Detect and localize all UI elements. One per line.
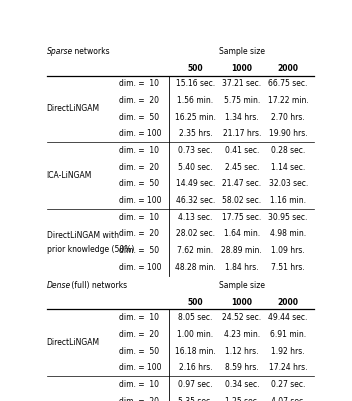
Text: dim. = 100: dim. = 100: [119, 263, 162, 272]
Text: 7.62 min.: 7.62 min.: [177, 246, 213, 255]
Text: 2.16 hrs.: 2.16 hrs.: [178, 363, 212, 372]
Text: 1000: 1000: [231, 64, 252, 73]
Text: 5.75 min.: 5.75 min.: [224, 96, 260, 105]
Text: 0.41 sec.: 0.41 sec.: [225, 146, 259, 155]
Text: 32.03 sec.: 32.03 sec.: [269, 180, 308, 188]
Text: 1.84 hrs.: 1.84 hrs.: [225, 263, 259, 272]
Text: 4.13 sec.: 4.13 sec.: [178, 213, 213, 222]
Text: 28.02 sec.: 28.02 sec.: [176, 229, 215, 239]
Text: 0.34 sec.: 0.34 sec.: [225, 380, 259, 389]
Text: 21.17 hrs.: 21.17 hrs.: [222, 130, 261, 138]
Text: 2.45 sec.: 2.45 sec.: [225, 163, 259, 172]
Text: dim. =  10: dim. = 10: [119, 146, 159, 155]
Text: dim. =  10: dim. = 10: [119, 380, 159, 389]
Text: 17.75 sec.: 17.75 sec.: [222, 213, 262, 222]
Text: 1.14 sec.: 1.14 sec.: [271, 163, 305, 172]
Text: Sample size: Sample size: [219, 47, 265, 56]
Text: 0.27 sec.: 0.27 sec.: [271, 380, 305, 389]
Text: dim. =  20: dim. = 20: [119, 96, 159, 105]
Text: 1.34 hrs.: 1.34 hrs.: [225, 113, 259, 122]
Text: 4.98 min.: 4.98 min.: [270, 229, 306, 239]
Text: 24.52 sec.: 24.52 sec.: [222, 313, 261, 322]
Text: DirectLiNGAM with: DirectLiNGAM with: [47, 231, 119, 240]
Text: 1.16 min.: 1.16 min.: [270, 196, 306, 205]
Text: 14.49 sec.: 14.49 sec.: [176, 180, 215, 188]
Text: 17.24 hrs.: 17.24 hrs.: [269, 363, 307, 372]
Text: 1.00 min.: 1.00 min.: [177, 330, 213, 339]
Text: 5.40 sec.: 5.40 sec.: [178, 163, 213, 172]
Text: 4.23 min.: 4.23 min.: [224, 330, 260, 339]
Text: 8.59 hrs.: 8.59 hrs.: [225, 363, 259, 372]
Text: 1.92 hrs.: 1.92 hrs.: [271, 346, 305, 356]
Text: 7.51 hrs.: 7.51 hrs.: [271, 263, 305, 272]
Text: 1.09 hrs.: 1.09 hrs.: [271, 246, 305, 255]
Text: 2.35 hrs.: 2.35 hrs.: [178, 130, 212, 138]
Text: 19.90 hrs.: 19.90 hrs.: [269, 130, 307, 138]
Text: 1.56 min.: 1.56 min.: [177, 96, 213, 105]
Text: dim. =  50: dim. = 50: [119, 346, 159, 356]
Text: 2.70 hrs.: 2.70 hrs.: [271, 113, 305, 122]
Text: 16.25 min.: 16.25 min.: [175, 113, 216, 122]
Text: 0.97 sec.: 0.97 sec.: [178, 380, 213, 389]
Text: Sparse: Sparse: [47, 47, 73, 56]
Text: 0.73 sec.: 0.73 sec.: [178, 146, 213, 155]
Text: prior knowledge (50%): prior knowledge (50%): [47, 245, 134, 253]
Text: dim. = 100: dim. = 100: [119, 196, 162, 205]
Text: 58.02 sec.: 58.02 sec.: [222, 196, 261, 205]
Text: 48.28 min.: 48.28 min.: [175, 263, 216, 272]
Text: dim. =  10: dim. = 10: [119, 213, 159, 222]
Text: Dense: Dense: [47, 281, 71, 290]
Text: 2000: 2000: [278, 64, 298, 73]
Text: 8.05 sec.: 8.05 sec.: [178, 313, 213, 322]
Text: networks: networks: [72, 47, 109, 56]
Text: 1.12 hrs.: 1.12 hrs.: [225, 346, 258, 356]
Text: (full) networks: (full) networks: [69, 281, 127, 290]
Text: 1.25 sec.: 1.25 sec.: [225, 397, 259, 401]
Text: 1.64 min.: 1.64 min.: [224, 229, 260, 239]
Text: 5.35 sec.: 5.35 sec.: [178, 397, 213, 401]
Text: dim. =  20: dim. = 20: [119, 330, 159, 339]
Text: dim. =  10: dim. = 10: [119, 313, 159, 322]
Text: 49.44 sec.: 49.44 sec.: [269, 313, 308, 322]
Text: 21.47 sec.: 21.47 sec.: [222, 180, 261, 188]
Text: 4.07 sec.: 4.07 sec.: [271, 397, 306, 401]
Text: 46.32 sec.: 46.32 sec.: [176, 196, 215, 205]
Text: Sample size: Sample size: [219, 281, 265, 290]
Text: 1000: 1000: [231, 298, 252, 307]
Text: 66.75 sec.: 66.75 sec.: [269, 79, 308, 89]
Text: 16.18 min.: 16.18 min.: [175, 346, 216, 356]
Text: 6.91 min.: 6.91 min.: [270, 330, 306, 339]
Text: 37.21 sec.: 37.21 sec.: [222, 79, 261, 89]
Text: 500: 500: [188, 298, 203, 307]
Text: 0.28 sec.: 0.28 sec.: [271, 146, 305, 155]
Text: dim. = 100: dim. = 100: [119, 363, 162, 372]
Text: dim. =  50: dim. = 50: [119, 180, 159, 188]
Text: dim. =  20: dim. = 20: [119, 397, 159, 401]
Text: dim. =  50: dim. = 50: [119, 246, 159, 255]
Text: dim. =  50: dim. = 50: [119, 113, 159, 122]
Text: 2000: 2000: [278, 298, 298, 307]
Text: 15.16 sec.: 15.16 sec.: [176, 79, 215, 89]
Text: dim. = 100: dim. = 100: [119, 130, 162, 138]
Text: DirectLiNGAM: DirectLiNGAM: [47, 338, 100, 347]
Text: dim. =  10: dim. = 10: [119, 79, 159, 89]
Text: ICA-LiNGAM: ICA-LiNGAM: [47, 171, 92, 180]
Text: dim. =  20: dim. = 20: [119, 163, 159, 172]
Text: 17.22 min.: 17.22 min.: [268, 96, 309, 105]
Text: 500: 500: [188, 64, 203, 73]
Text: 28.89 min.: 28.89 min.: [221, 246, 262, 255]
Text: DirectLiNGAM: DirectLiNGAM: [47, 104, 100, 113]
Text: 30.95 sec.: 30.95 sec.: [269, 213, 308, 222]
Text: dim. =  20: dim. = 20: [119, 229, 159, 239]
